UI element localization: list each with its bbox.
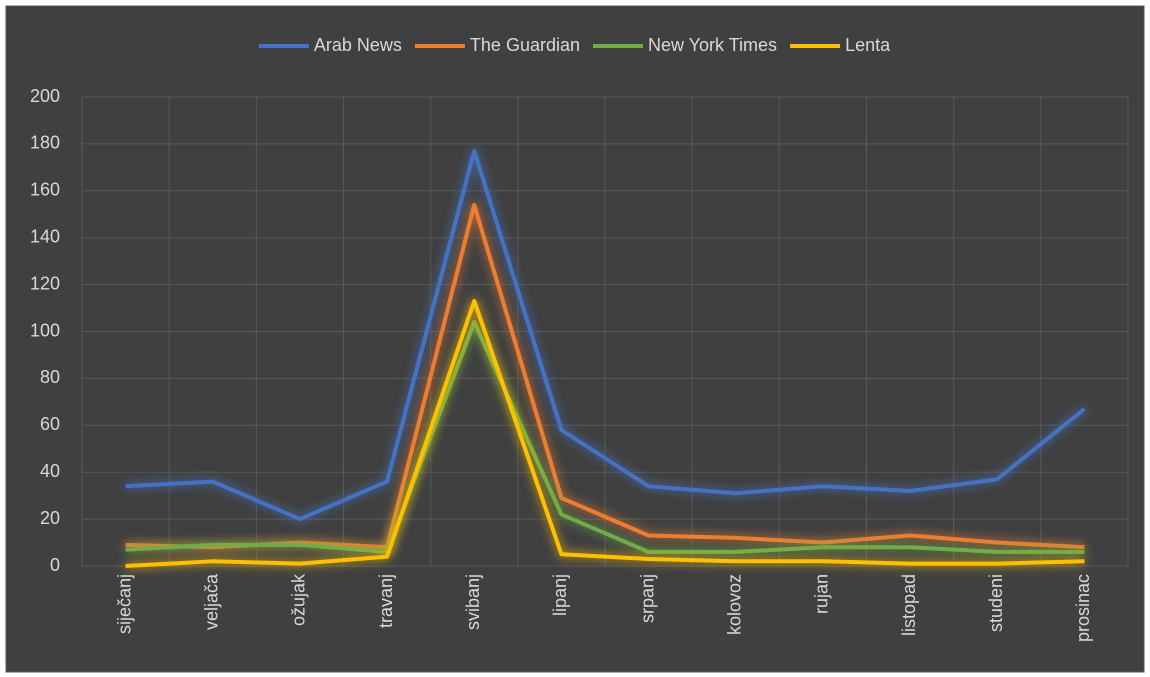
y-tick-label: 100 bbox=[30, 320, 60, 340]
x-tick-label: srpanj bbox=[637, 574, 657, 623]
series-line bbox=[125, 320, 1085, 554]
x-tick-label: veljača bbox=[202, 573, 222, 630]
x-tick-label: prosinac bbox=[1073, 574, 1093, 642]
y-tick-label: 40 bbox=[40, 461, 60, 481]
series-line bbox=[125, 148, 1086, 522]
x-tick-label: siječanj bbox=[114, 574, 134, 634]
y-tick-label: 20 bbox=[40, 508, 60, 528]
y-tick-label: 180 bbox=[30, 133, 60, 153]
x-tick-label: kolovoz bbox=[725, 574, 745, 635]
y-tick-label: 200 bbox=[30, 86, 60, 106]
x-tick-label: listopad bbox=[899, 574, 919, 636]
y-tick-label: 160 bbox=[30, 180, 60, 200]
legend: Arab News The Guardian New York Times Lenta bbox=[258, 35, 891, 55]
x-tick-label: rujan bbox=[812, 574, 832, 614]
x-tick-label: lipanj bbox=[550, 574, 570, 616]
legend-label: Arab News bbox=[314, 35, 402, 55]
y-tick-label: 60 bbox=[40, 414, 60, 434]
legend-label: Lenta bbox=[845, 35, 891, 55]
y-tick-label: 140 bbox=[30, 226, 60, 246]
x-tick-label: studeni bbox=[986, 574, 1006, 632]
plot bbox=[125, 148, 1086, 568]
chart-background bbox=[5, 5, 1145, 673]
x-tick-label: svibanj bbox=[463, 574, 483, 630]
y-tick-label: 80 bbox=[40, 367, 60, 387]
x-tick-label: travanj bbox=[376, 574, 396, 628]
legend-label: New York Times bbox=[648, 35, 777, 55]
y-tick-label: 0 bbox=[50, 555, 60, 575]
y-tick-label: 120 bbox=[30, 273, 60, 293]
x-tick-label: ožujak bbox=[289, 573, 309, 626]
legend-label: The Guardian bbox=[470, 35, 580, 55]
series-line bbox=[125, 299, 1085, 568]
